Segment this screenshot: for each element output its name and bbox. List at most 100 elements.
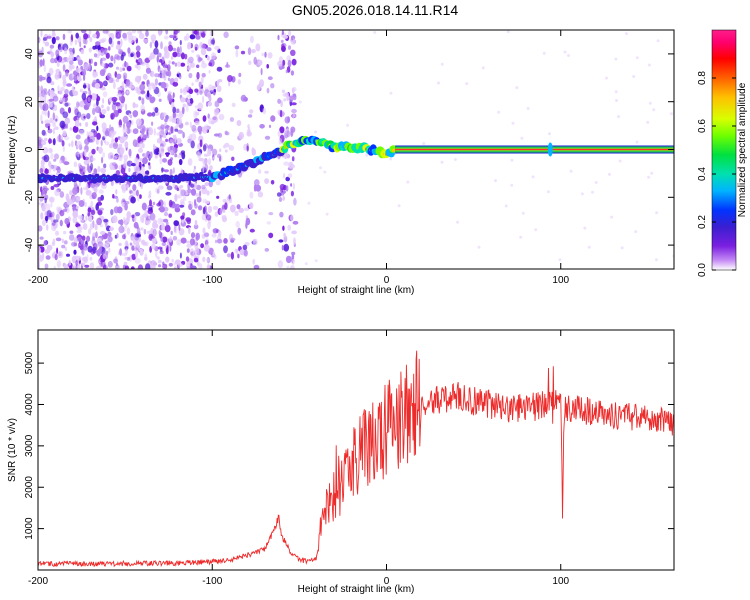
spectrogram-noise-cell <box>266 221 271 225</box>
spectrogram-noise-cell <box>102 91 108 98</box>
spectrogram-noise-cell <box>41 120 44 125</box>
spectrogram-noise-cell <box>163 35 169 40</box>
spectrogram-noise-cell <box>129 242 133 246</box>
spectrogram-noise-cell <box>287 224 292 231</box>
spectrogram-y-tick-label: 40 <box>24 48 35 60</box>
spectrogram-noise-cell <box>50 152 54 160</box>
spectrogram-noise-cell <box>249 202 254 210</box>
spectrogram-noise-cell <box>47 34 52 40</box>
spectrogram-noise-cell <box>39 59 44 67</box>
spectrogram-noise-cell <box>69 39 73 46</box>
spectrogram-noise-cell <box>96 125 99 132</box>
spectrogram-noise-cell <box>40 85 43 94</box>
spectrogram-noise-cell <box>174 77 179 83</box>
spectrogram-noise-cell <box>251 148 256 156</box>
spectrogram-noise-cell <box>207 205 213 213</box>
spectrogram-noise-cell <box>139 61 145 65</box>
spectrogram-noise-cell <box>144 241 149 247</box>
spectrogram-noise-cell <box>195 111 200 116</box>
spectrogram-noise-cell <box>132 110 139 118</box>
spectrogram-noise-cell <box>100 167 107 174</box>
spectrogram-noise-cell <box>177 194 182 199</box>
spectrogram-noise-cell <box>266 87 270 94</box>
spectrogram-noise-cell <box>197 102 203 111</box>
spectrogram-noise-cell <box>111 96 118 102</box>
spectrogram-noise-cell <box>92 107 96 116</box>
spectrogram-noise-cell <box>47 110 50 119</box>
spectrogram-noise-cell <box>172 92 175 99</box>
spectrogram-noise-cell <box>190 140 195 149</box>
spectrogram-noise-cell <box>64 102 69 107</box>
spectrogram-noise-cell <box>112 215 118 224</box>
spectrogram-noise-cell <box>249 109 254 114</box>
spectrogram-noise-cell <box>102 98 105 104</box>
spectrogram-noise-cell <box>286 95 290 102</box>
spectrogram-noise-cell <box>217 97 223 104</box>
spectrogram-noise-cell <box>154 78 158 86</box>
spectrogram-noise-cell <box>59 97 62 103</box>
spectrogram-noise-cell <box>170 230 173 236</box>
spectrogram-noise-cell <box>182 131 185 139</box>
spectrogram-noise-cell <box>115 55 121 61</box>
spectrogram-noise-cell <box>50 202 53 208</box>
spectrogram-noise-cell <box>43 202 47 207</box>
spectrogram-noise-cell <box>187 158 193 166</box>
spectrogram-noise-cell <box>187 188 192 194</box>
spectrogram-noise-cell <box>650 171 654 175</box>
spectrogram-noise-cell <box>262 107 267 115</box>
spectrogram-noise-cell <box>197 151 202 159</box>
spectrogram-noise-cell <box>190 232 196 239</box>
spectrogram-noise-cell <box>669 112 673 116</box>
spectrogram-noise-cell <box>291 58 297 66</box>
spectrogram-noise-cell <box>59 209 65 217</box>
spectrogram-noise-cell <box>206 55 210 61</box>
spectrogram-noise-cell <box>71 140 74 148</box>
spectrogram-noise-cell <box>43 194 49 201</box>
spectrogram-noise-cell <box>238 207 244 213</box>
spectrogram-noise-cell <box>242 244 248 251</box>
spectrogram-noise-cell <box>179 252 182 259</box>
spectrogram-noise-cell <box>66 253 70 257</box>
spectrogram-noise-cell <box>78 129 85 135</box>
spectrogram-noise-cell <box>85 215 88 221</box>
spectrogram-noise-cell <box>145 67 151 74</box>
spectrogram-noise-cell <box>156 202 161 207</box>
spectrogram-noise-cell <box>72 210 78 219</box>
spectrogram-noise-cell <box>234 45 240 50</box>
spectrogram-noise-cell <box>136 227 141 234</box>
spectrogram-noise-cell <box>558 258 562 262</box>
spectrogram-noise-cell <box>203 153 209 157</box>
spectrogram-noise-cell <box>94 223 98 231</box>
spectrogram-noise-cell <box>69 230 74 234</box>
spectrogram-noise-cell <box>118 143 123 148</box>
spectrogram-noise-cell <box>149 52 156 59</box>
spectrogram-noise-cell <box>170 126 174 134</box>
spectrogram-noise-cell <box>287 59 292 68</box>
spectrogram-noise-cell <box>477 245 481 249</box>
spectrogram-noise-cell <box>194 219 198 226</box>
spectrogram-noise-cell <box>58 159 63 164</box>
spectrogram-noise-cell <box>163 200 166 209</box>
spectrogram-noise-cell <box>580 192 584 196</box>
spectrogram-noise-cell <box>39 168 44 174</box>
spectrogram-noise-cell <box>157 139 161 144</box>
spectrogram-noise-cell <box>167 159 173 166</box>
spectrogram-noise-cell <box>184 53 188 60</box>
spectrogram-noise-cell <box>51 32 56 38</box>
spectrogram-noise-cell <box>204 238 210 245</box>
spectrogram-noise-cell <box>200 76 204 84</box>
spectrogram-noise-cell <box>225 131 230 136</box>
spectrogram-noise-cell <box>71 241 77 247</box>
spectrogram-noise-cell <box>144 152 147 156</box>
spectrogram-noise-cell <box>59 191 65 198</box>
spectrogram-noise-cell <box>160 81 167 89</box>
spectrogram-noise-cell <box>59 120 66 129</box>
spectrogram-noise-cell <box>77 196 81 202</box>
spectrogram-noise-cell <box>292 87 297 92</box>
spectrogram-noise-cell <box>52 101 55 107</box>
spectrogram-noise-cell <box>108 62 114 68</box>
spectrogram-noise-cell <box>123 261 128 266</box>
spectrogram-noise-cell <box>97 49 102 57</box>
spectrogram-noise-cell <box>191 201 194 208</box>
